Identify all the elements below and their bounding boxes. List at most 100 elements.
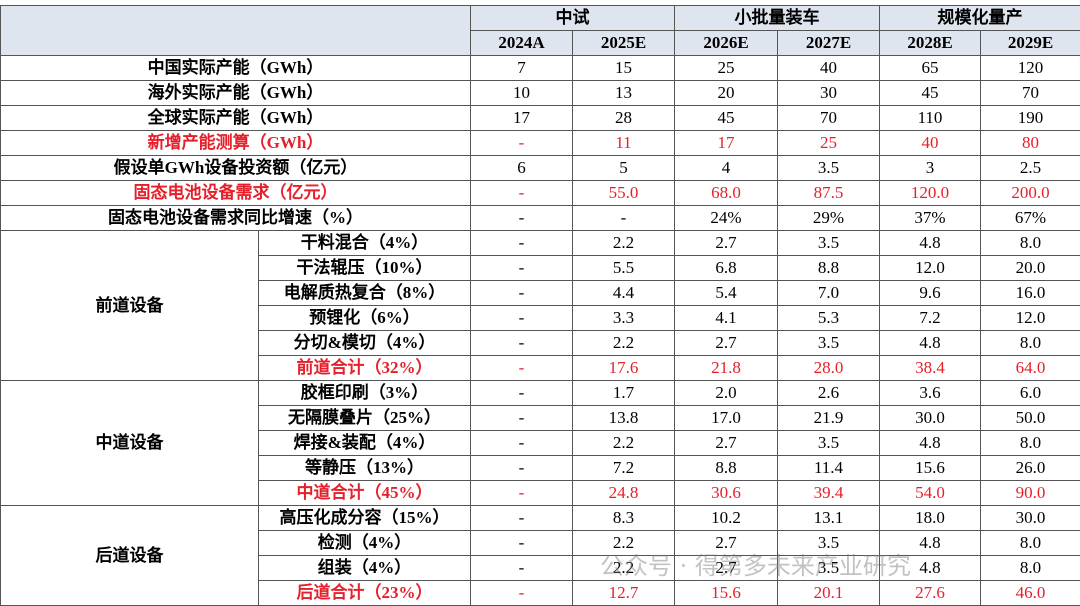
table-row: 前道设备 干料混合（4%） -2.2 2.7 3.5 4.8 8.0 — [0, 230, 1080, 381]
value-cell: 2.7 — [674, 530, 778, 556]
corner-cell — [0, 5, 471, 56]
value-cell: - — [470, 555, 573, 581]
value-cell: 25 — [777, 130, 880, 156]
table-row: 海外实际产能（GWh） 10 13 20 30 45 70 — [0, 80, 1080, 106]
value-cell: 10 — [470, 80, 573, 106]
value-cell: 8.0 — [980, 430, 1080, 456]
value-cell: 29% — [777, 205, 880, 231]
table-row: 焊接&装配（4%） -2.2 2.7 3.5 4.8 8.0 — [1, 430, 1080, 456]
value-cell: 46.0 — [980, 580, 1080, 606]
table-row: 全球实际产能（GWh） 17 28 45 70 110 190 — [0, 105, 1080, 131]
value-cell: - — [470, 380, 573, 406]
value-cell: - — [470, 180, 573, 206]
value-cell: 9.6 — [879, 280, 981, 306]
value-cell: 2.7 — [674, 430, 778, 456]
value-cell: 8.0 — [980, 555, 1080, 581]
value-cell: 2.2 — [572, 430, 675, 456]
value-cell: 2.7 — [674, 330, 778, 356]
table-row: 分切&模切（4%） -2.2 2.7 3.5 4.8 8.0 — [1, 330, 1080, 356]
row-label: 预锂化（6%） — [258, 305, 471, 331]
value-cell: 67% — [980, 205, 1080, 231]
value-cell: 8.0 — [980, 230, 1080, 256]
value-cell: 30 — [777, 80, 880, 106]
value-cell: 17 — [470, 105, 573, 131]
row-label: 分切&模切（4%） — [258, 330, 471, 356]
value-cell: 8.8 — [674, 455, 778, 481]
value-cell: 54.0 — [879, 480, 981, 506]
value-cell: 13.8 — [572, 405, 675, 431]
table-row: 假设单GWh设备投资额（亿元） 6 5 4 3.5 3 2.5 — [0, 155, 1080, 181]
value-cell: 3.5 — [777, 155, 880, 181]
value-cell: 1.7 — [572, 380, 675, 406]
year-header: 2025E — [572, 30, 675, 56]
value-cell: - — [470, 530, 573, 556]
value-cell: 17 — [674, 130, 778, 156]
value-cell: 68.0 — [674, 180, 778, 206]
value-cell: 28.0 — [777, 355, 880, 381]
value-cell: 3.6 — [879, 380, 981, 406]
value-cell: 20.0 — [980, 255, 1080, 281]
value-cell: 39.4 — [777, 480, 880, 506]
value-cell: 3.5 — [777, 230, 880, 256]
value-cell: 3.5 — [777, 330, 880, 356]
row-label: 固态电池设备需求（亿元） — [0, 180, 471, 206]
value-cell: - — [470, 205, 573, 231]
value-cell: 190 — [980, 105, 1080, 131]
value-cell: 11.4 — [777, 455, 880, 481]
table-row: 后道合计（23%） -12.7 15.6 20.1 27.6 46.0 — [1, 580, 1080, 606]
value-cell: 8.0 — [980, 530, 1080, 556]
value-cell: 3.3 — [572, 305, 675, 331]
row-label: 海外实际产能（GWh） — [0, 80, 471, 106]
value-cell: 12.0 — [879, 255, 981, 281]
section-label: 后道设备 — [0, 505, 259, 606]
row-label: 高压化成分容（15%） — [258, 505, 471, 531]
value-cell: 65 — [879, 55, 981, 81]
value-cell: 3.5 — [777, 430, 880, 456]
value-cell: 7 — [470, 55, 573, 81]
table-body: 中国实际产能（GWh） 7 15 25 40 65 120 海外实际产能（GWh） 10 13 20… — [0, 55, 1080, 606]
value-cell: 38.4 — [879, 355, 981, 381]
watermark: 公众号 · 得第多未来产业研究 — [600, 552, 911, 580]
value-cell: 7.2 — [572, 455, 675, 481]
table-row: 中道合计（45%） -24.8 30.6 39.4 54.0 90.0 — [1, 480, 1080, 506]
value-cell: 15.6 — [674, 580, 778, 606]
value-cell: 70 — [777, 105, 880, 131]
value-cell: 13 — [572, 80, 675, 106]
value-cell: 55.0 — [572, 180, 675, 206]
value-cell: 6 — [470, 155, 573, 181]
value-cell: 20 — [674, 80, 778, 106]
table-row: 电解质热复合（8%） -4.4 5.4 7.0 9.6 16.0 — [1, 280, 1080, 306]
value-cell: 90.0 — [980, 480, 1080, 506]
row-label: 组装（4%） — [258, 555, 471, 581]
row-label: 固态电池设备需求同比增速（%） — [0, 205, 471, 231]
value-cell: - — [470, 305, 573, 331]
value-cell: 27.6 — [879, 580, 981, 606]
table-row: 组装（4%） -2.2 2.7 3.5 4.8 8.0 — [1, 555, 1080, 581]
value-cell: 7.2 — [879, 305, 981, 331]
section-label: 前道设备 — [0, 230, 259, 381]
value-cell: 3.5 — [777, 555, 880, 581]
value-cell: - — [470, 505, 573, 531]
row-label: 后道合计（23%） — [258, 580, 471, 606]
value-cell: - — [572, 205, 675, 231]
value-cell: 64.0 — [980, 355, 1080, 381]
value-cell: 5 — [572, 155, 675, 181]
value-cell: 24% — [674, 205, 778, 231]
year-header: 2028E — [879, 30, 981, 56]
value-cell: 2.7 — [674, 555, 778, 581]
value-cell: - — [470, 405, 573, 431]
section-label: 中道设备 — [0, 380, 259, 506]
value-cell: 110 — [879, 105, 981, 131]
value-cell: 3 — [879, 155, 981, 181]
value-cell: 4.8 — [879, 230, 981, 256]
value-cell: 8.0 — [980, 330, 1080, 356]
table-header: 中试 小批量装车 规模化量产 2024A 2025E 2026E 2027E 2028E 202… — [0, 5, 1080, 56]
row-label: 无隔膜叠片（25%） — [258, 405, 471, 431]
value-cell: 17.0 — [674, 405, 778, 431]
value-cell: 40 — [879, 130, 981, 156]
value-cell: 30.0 — [980, 505, 1080, 531]
value-cell: - — [470, 230, 573, 256]
year-header: 2024A — [470, 30, 573, 56]
year-header: 2026E — [674, 30, 778, 56]
value-cell: 4.4 — [572, 280, 675, 306]
